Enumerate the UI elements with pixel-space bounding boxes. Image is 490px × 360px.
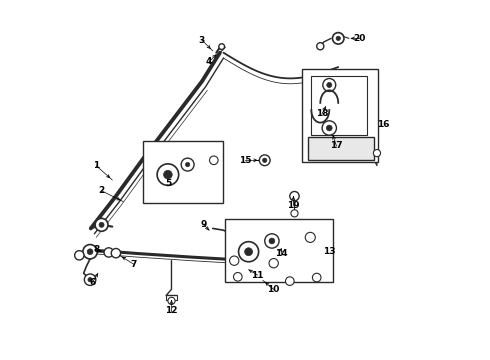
- Circle shape: [88, 278, 92, 282]
- Circle shape: [234, 273, 242, 281]
- Text: 13: 13: [323, 247, 336, 256]
- Bar: [143, 140, 223, 203]
- Circle shape: [269, 238, 275, 244]
- Text: 1: 1: [93, 161, 99, 170]
- Circle shape: [326, 125, 332, 131]
- Circle shape: [265, 234, 279, 248]
- Text: 19: 19: [287, 201, 300, 210]
- Circle shape: [186, 162, 190, 167]
- Text: 2: 2: [98, 186, 105, 195]
- Text: 5: 5: [165, 179, 171, 188]
- Circle shape: [373, 149, 381, 157]
- Bar: [311, 76, 367, 135]
- Circle shape: [317, 42, 324, 50]
- Circle shape: [313, 273, 321, 282]
- Circle shape: [157, 164, 179, 185]
- Circle shape: [327, 82, 332, 87]
- Text: 4: 4: [206, 57, 212, 66]
- Circle shape: [99, 222, 104, 227]
- Circle shape: [168, 297, 175, 305]
- Circle shape: [230, 256, 239, 265]
- Bar: [225, 220, 333, 282]
- Circle shape: [210, 156, 218, 165]
- Circle shape: [239, 242, 259, 262]
- Circle shape: [323, 78, 336, 91]
- Circle shape: [87, 249, 93, 255]
- Text: 17: 17: [330, 141, 343, 150]
- Text: 12: 12: [165, 306, 178, 315]
- Text: 18: 18: [316, 109, 328, 118]
- Circle shape: [305, 232, 315, 242]
- Text: 7: 7: [131, 260, 137, 269]
- Text: 16: 16: [377, 120, 390, 129]
- Text: 6: 6: [90, 278, 96, 287]
- Circle shape: [104, 248, 113, 257]
- Circle shape: [263, 158, 267, 162]
- Text: 8: 8: [93, 246, 99, 255]
- Circle shape: [269, 258, 278, 268]
- Text: 14: 14: [274, 249, 287, 258]
- Text: 15: 15: [239, 156, 251, 165]
- Circle shape: [333, 33, 344, 44]
- Text: 20: 20: [354, 34, 366, 43]
- Text: 10: 10: [268, 285, 280, 294]
- Text: 11: 11: [251, 270, 264, 279]
- Circle shape: [290, 192, 299, 201]
- Bar: [308, 137, 374, 160]
- Circle shape: [181, 158, 194, 171]
- Circle shape: [74, 251, 84, 260]
- Text: 3: 3: [199, 36, 205, 45]
- Circle shape: [83, 244, 97, 259]
- Circle shape: [95, 219, 108, 231]
- Circle shape: [259, 155, 270, 166]
- Circle shape: [111, 248, 121, 258]
- Circle shape: [164, 170, 172, 179]
- Circle shape: [219, 44, 224, 49]
- Circle shape: [322, 121, 337, 135]
- Circle shape: [336, 36, 341, 41]
- Bar: [302, 69, 378, 162]
- Circle shape: [286, 277, 294, 285]
- Circle shape: [245, 248, 252, 256]
- Text: 9: 9: [200, 220, 207, 229]
- Circle shape: [291, 210, 298, 217]
- Circle shape: [84, 274, 96, 285]
